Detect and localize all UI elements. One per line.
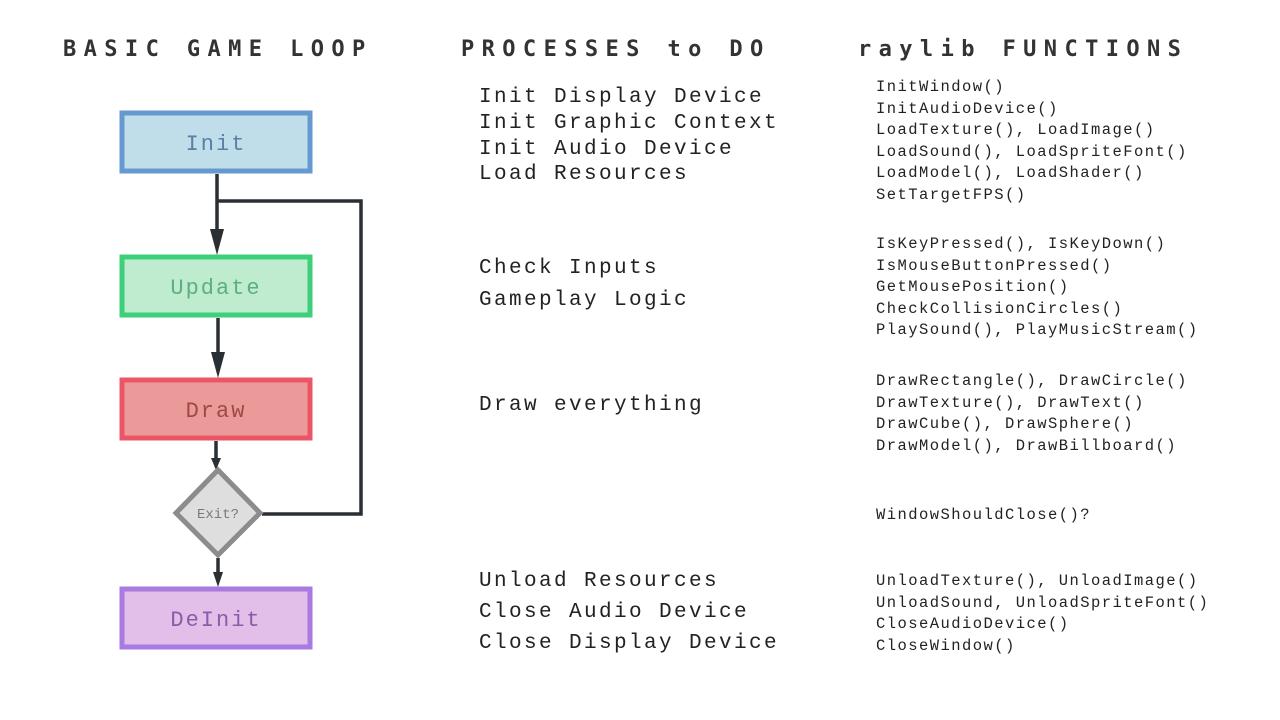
function-item: IsMouseButtonPressed() xyxy=(876,257,1113,275)
function-item: DrawCube(), DrawSphere() xyxy=(876,415,1134,433)
processes-column: Init Display Device Init Graphic Context… xyxy=(479,86,779,655)
process-item: Gameplay Logic xyxy=(479,289,689,312)
init-label: Init xyxy=(186,132,247,157)
function-item: DrawTexture(), DrawText() xyxy=(876,394,1145,412)
process-item: Unload Resources xyxy=(479,570,719,593)
function-item: InitAudioDevice() xyxy=(876,100,1059,118)
init-box xyxy=(119,110,313,174)
functions-column: InitWindow() InitAudioDevice() LoadTextu… xyxy=(876,78,1209,655)
update-box xyxy=(119,254,313,318)
draw-box xyxy=(119,377,313,441)
function-item: DrawModel(), DrawBillboard() xyxy=(876,437,1177,455)
function-item: CloseAudioDevice() xyxy=(876,615,1070,633)
process-item: Close Audio Device xyxy=(479,601,749,624)
update-label: Update xyxy=(170,276,261,301)
function-item: IsKeyPressed(), IsKeyDown() xyxy=(876,235,1166,253)
function-item: LoadModel(), LoadShader() xyxy=(876,164,1145,182)
function-item: UnloadTexture(), UnloadImage() xyxy=(876,572,1199,590)
deinit-box xyxy=(119,586,313,650)
exit-decision-diamond xyxy=(172,466,264,559)
function-item: UnloadSound, UnloadSpriteFont() xyxy=(876,594,1209,612)
process-item: Draw everything xyxy=(479,394,704,417)
function-item: SetTargetFPS() xyxy=(876,186,1027,204)
function-item: LoadSound(), LoadSpriteFont() xyxy=(876,143,1188,161)
function-item: WindowShouldClose()? xyxy=(876,506,1091,524)
process-item: Init Graphic Context xyxy=(479,112,779,135)
heading-processes: PROCESSES to DO xyxy=(461,37,771,62)
arrow-head-icon xyxy=(210,229,224,255)
heading-basic-game-loop: BASIC GAME LOOP xyxy=(63,37,373,62)
function-item: DrawRectangle(), DrawCircle() xyxy=(876,372,1188,390)
connectors xyxy=(214,174,363,574)
process-item: Close Display Device xyxy=(479,632,779,655)
function-item: CheckCollisionCircles() xyxy=(876,300,1123,318)
loop-back-connector xyxy=(217,199,363,516)
function-item: CloseWindow() xyxy=(876,637,1016,655)
function-item: InitWindow() xyxy=(876,78,1005,96)
arrow-head-icon xyxy=(211,352,225,378)
arrow-head-icon xyxy=(211,458,221,470)
process-item: Init Audio Device xyxy=(479,138,734,161)
draw-label: Draw xyxy=(186,399,247,424)
arrow-head-icon xyxy=(213,572,223,587)
function-item: LoadTexture(), LoadImage() xyxy=(876,121,1156,139)
heading-raylib-functions: raylib FUNCTIONS xyxy=(858,37,1188,62)
function-item: PlaySound(), PlayMusicStream() xyxy=(876,321,1199,339)
process-item: Check Inputs xyxy=(479,257,659,280)
process-item: Load Resources xyxy=(479,163,689,186)
exit-label: Exit? xyxy=(197,507,239,523)
process-item: Init Display Device xyxy=(479,86,764,109)
deinit-label: DeInit xyxy=(170,608,261,633)
function-item: GetMousePosition() xyxy=(876,278,1070,296)
